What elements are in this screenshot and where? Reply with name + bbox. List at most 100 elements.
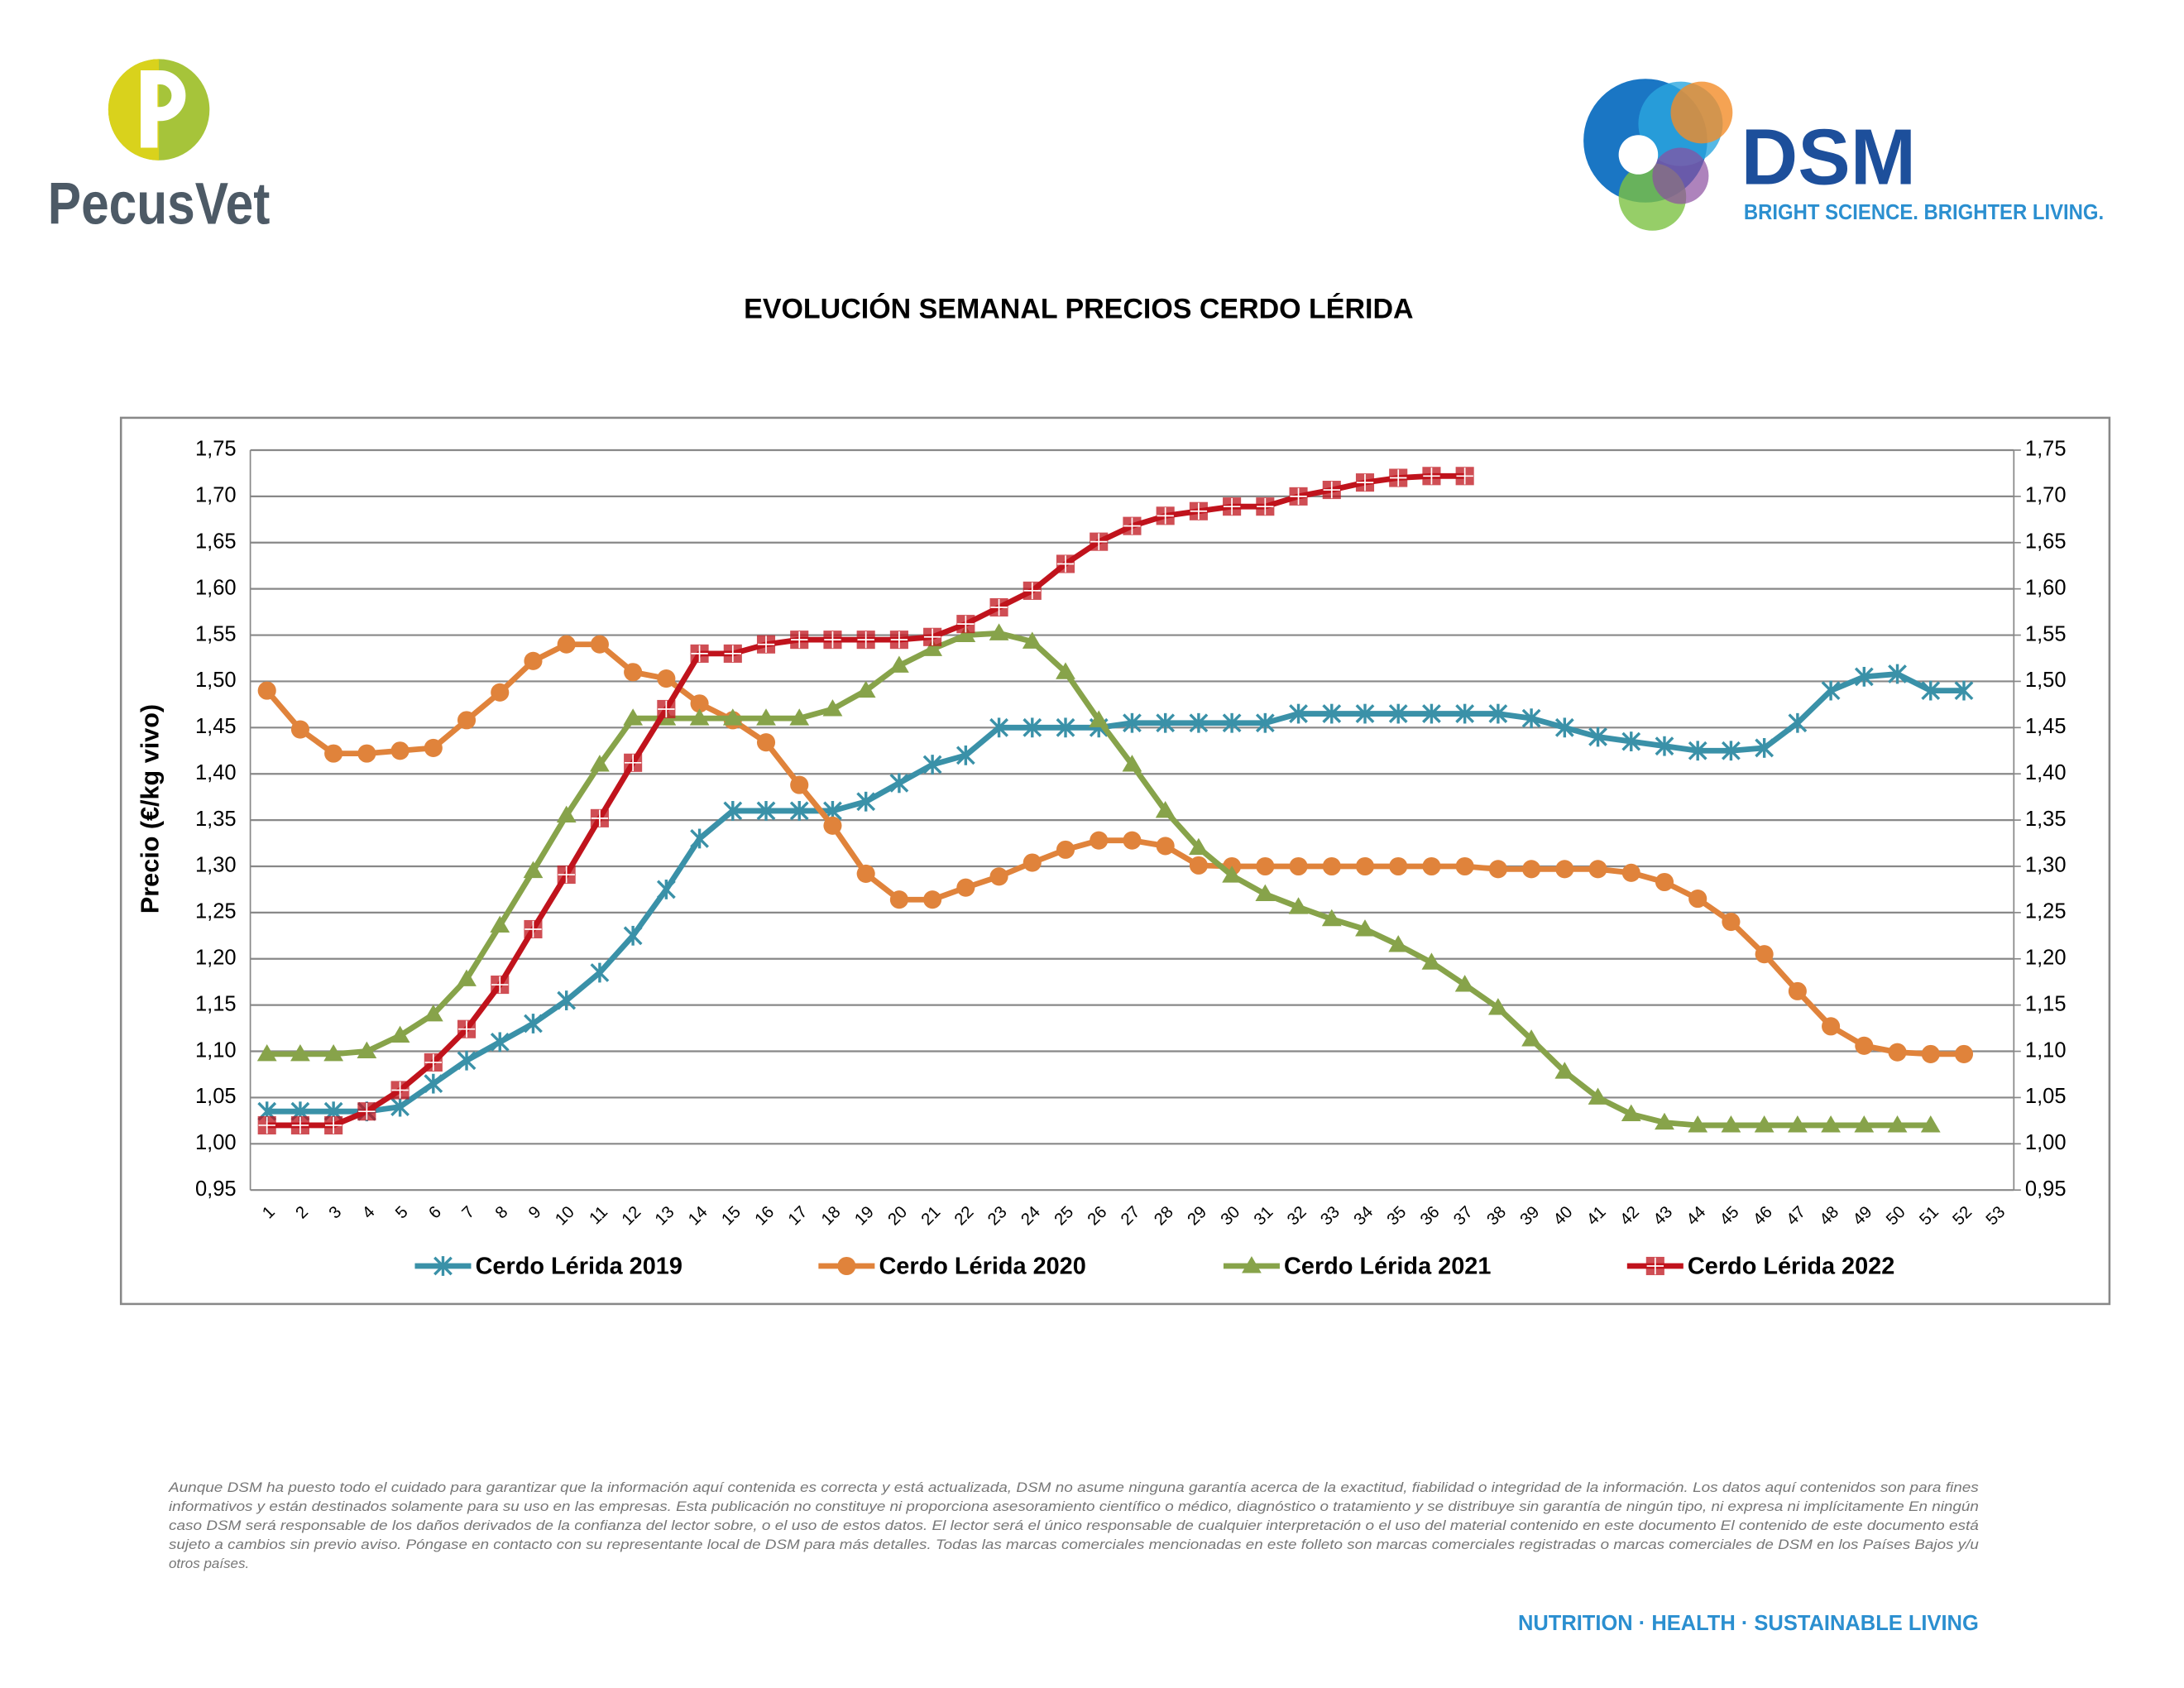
marker-stroke [691,645,708,663]
marker-shape [290,1043,310,1062]
marker-shape [1256,856,1275,876]
data-point [590,755,610,772]
data-point [889,631,908,650]
marker-shape [457,711,477,730]
y-tick-label: 1,55 [195,622,237,645]
data-point [756,801,776,821]
data-point [657,699,676,719]
data-point [1123,831,1142,850]
marker-shape [1455,856,1474,876]
marker-shape [989,623,1009,640]
data-point [856,631,875,650]
marker-stroke [824,631,841,649]
dsm-logo: DSM BRIGHT SCIENCE. BRIGHTER LIVING. [1583,79,2104,231]
marker-stroke [990,598,1008,616]
data-point [1921,680,1941,701]
data-point [789,708,810,726]
marker-shape [1421,952,1442,970]
data-point [1156,506,1175,525]
data-point [1389,856,1408,876]
marker-stroke [424,1053,443,1072]
data-point [1422,856,1441,876]
marker-stroke [1223,497,1241,516]
legend-label: Cerdo Lérida 2019 [476,1253,682,1279]
data-point [257,1115,276,1135]
marker-stroke [658,700,675,718]
data-point [1422,467,1441,486]
marker-stroke [1290,487,1307,506]
data-point [723,644,742,663]
marker-shape [823,816,842,835]
data-point [1688,890,1707,909]
y2-tick-label: 1,30 [2025,854,2067,877]
marker-shape [1255,884,1276,902]
marker-shape [1721,1115,1741,1133]
marker-stroke [1423,468,1440,485]
data-point [557,865,576,885]
y2-tick-label: 1,50 [2025,669,2067,692]
disclaimer-line: otros países. [169,1556,249,1571]
data-point [1554,1062,1575,1079]
y-tick-label: 1,40 [195,761,237,784]
y2-tick-label: 1,10 [2025,1038,2067,1062]
marker-stroke [591,809,609,827]
marker-shape [989,867,1008,886]
data-point [424,738,443,757]
y-tick-label: 1,15 [195,992,237,1015]
data-point [357,1041,377,1059]
marker-shape [1688,1115,1708,1133]
marker-shape [1522,860,1541,879]
marker-shape [1621,1104,1641,1122]
marker-shape [1588,1087,1608,1105]
marker-shape [1355,919,1375,937]
data-point [922,639,943,656]
marker-shape [1090,831,1109,850]
data-point [1056,717,1075,738]
y2-tick-label: 1,15 [2025,992,2067,1015]
data-point [523,861,544,879]
data-point [689,708,710,726]
marker-shape [1388,935,1409,952]
marker-shape [523,861,544,879]
marker-shape [1722,913,1741,932]
data-point [1156,837,1175,856]
data-point [1189,501,1208,520]
y-tick-label: 1,35 [195,808,237,831]
data-point [1322,856,1341,876]
marker-stroke [491,976,509,994]
marker-stroke [1390,469,1407,487]
data-point [989,597,1008,617]
marker-shape [1787,1115,1808,1133]
data-point [1255,712,1275,733]
data-point [290,720,309,739]
data-point [1388,703,1408,724]
data-point [1122,755,1142,772]
chart-frame [119,416,2111,1306]
data-point [1222,712,1242,733]
data-point [1954,680,1974,701]
marker-shape [1242,1256,1262,1273]
data-point [1554,717,1574,738]
data-point [457,1019,477,1038]
marker-shape [1355,856,1375,876]
marker-stroke [291,1116,309,1134]
data-point [557,635,576,654]
data-point [1655,736,1674,756]
data-point [1755,738,1774,758]
marker-stroke [757,635,775,653]
y2-tick-label: 1,45 [2025,715,2067,738]
data-point [1156,712,1176,733]
data-point [524,651,543,670]
data-point [1454,975,1475,992]
marker-shape [1022,631,1042,649]
data-point [390,1096,410,1117]
data-point [1389,468,1408,487]
marker-shape [1621,863,1640,882]
marker-shape [1754,1115,1774,1133]
data-point [256,1043,277,1062]
data-point [1421,952,1442,970]
data-point [1621,731,1641,751]
data-point [257,681,276,700]
marker-shape [1554,1062,1575,1079]
marker-shape [256,1043,277,1062]
